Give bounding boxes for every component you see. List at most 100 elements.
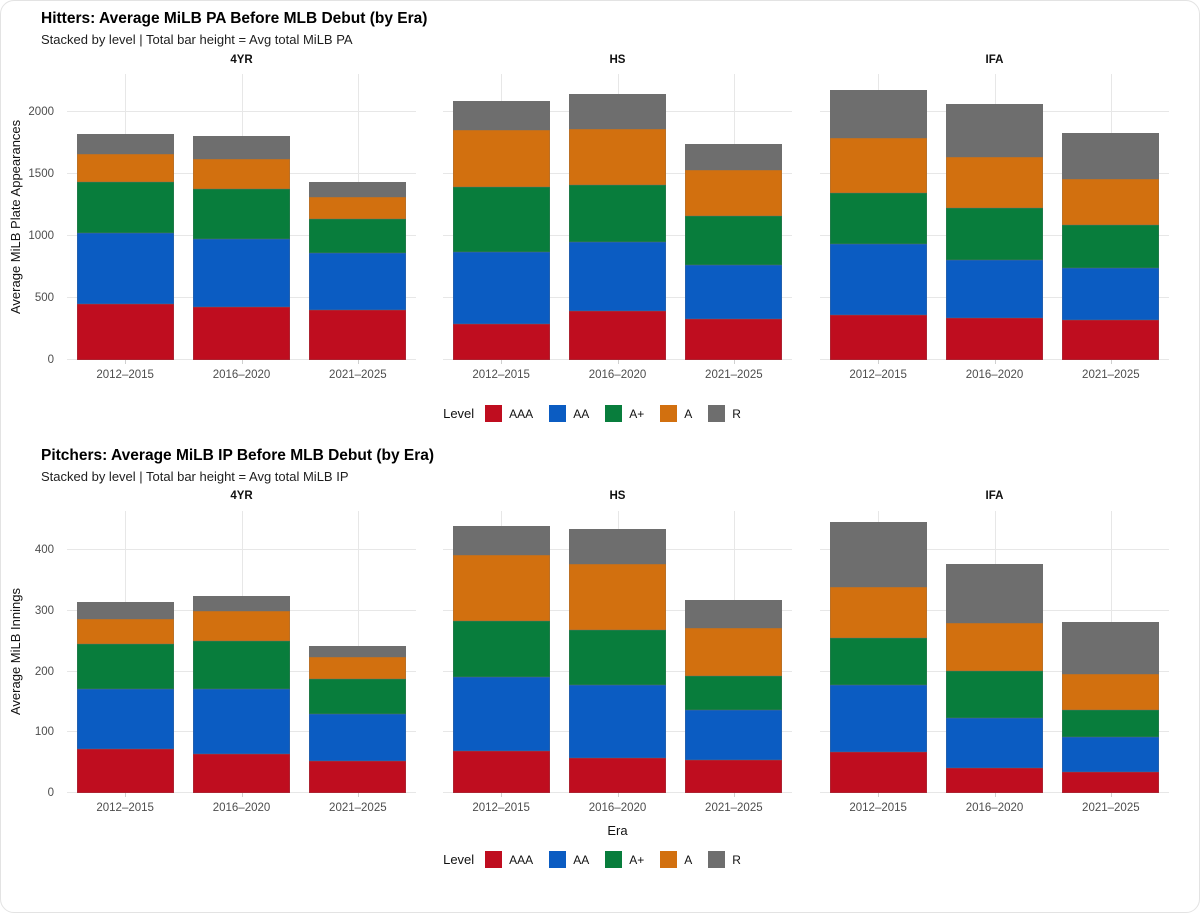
bar-segment-AA — [452, 676, 550, 751]
legend-entry-label: AA — [573, 852, 590, 867]
legend-entry-label: A — [684, 406, 693, 421]
bar-segment-AAA — [193, 306, 290, 360]
bar-segment-AAA — [946, 768, 1043, 793]
bar-segment-A — [193, 158, 290, 189]
bar-segment-A+ — [1062, 709, 1160, 737]
bar-segment-AAA — [569, 311, 666, 360]
bar-segment-A — [309, 657, 407, 679]
legend-key-AAA — [485, 851, 503, 868]
bar-segment-A — [829, 586, 927, 639]
x-tick-mark — [357, 793, 359, 797]
legend-entry-label: AAA — [509, 406, 534, 421]
bar-segment-A+ — [569, 184, 666, 242]
legend-key-A+ — [605, 405, 623, 422]
legend-entry-label: AA — [573, 406, 590, 421]
bar-segment-R — [76, 601, 174, 619]
legend-key-R — [708, 405, 726, 422]
bar-segment-AA — [946, 717, 1043, 769]
bar-segment-AA — [193, 238, 290, 307]
x-tick-label: 2021–2025 — [1082, 802, 1140, 814]
x-tick-mark — [994, 360, 996, 364]
bar-segment-A — [569, 563, 666, 630]
x-tick-mark — [994, 793, 996, 797]
x-axis-title-era: Era — [607, 823, 628, 838]
pitchers-legend: Level AAA AA A+ A R — [1, 851, 1199, 868]
bar-segment-A+ — [309, 679, 407, 714]
bar-segment-A+ — [193, 641, 290, 689]
bar-segment-A — [1062, 179, 1160, 226]
bar-segment-AAA — [685, 759, 783, 793]
x-tick-mark — [125, 793, 127, 797]
bar-segment-AAA — [685, 318, 783, 360]
bar-segment-A+ — [76, 644, 174, 690]
legend-key-R — [708, 851, 726, 868]
bar-segment-AAA — [829, 752, 927, 793]
hitters-legend: Level AAA AA A+ A R — [1, 405, 1199, 422]
h-gridline — [443, 173, 792, 175]
y-tick-label: 0 — [47, 354, 54, 366]
x-tick-mark — [1110, 793, 1112, 797]
h-gridline — [820, 610, 1169, 612]
h-gridline — [443, 610, 792, 612]
x-tick-label: 2021–2025 — [705, 802, 763, 814]
v-gridline — [994, 74, 996, 360]
v-gridline — [878, 74, 880, 360]
bar-segment-AAA — [946, 317, 1043, 360]
bar-segment-AA — [569, 685, 666, 758]
bar-segment-A — [1062, 673, 1160, 710]
hitters-facet-panel-hs: 2012–2015 2016–2020 2021–2025 — [443, 74, 792, 381]
x-tick-label: 2012–2015 — [472, 802, 530, 814]
h-gridline — [820, 670, 1169, 672]
y-tick-label: 0 — [47, 787, 54, 799]
bar-segment-A+ — [1062, 225, 1160, 268]
bar-segment-A+ — [946, 671, 1043, 718]
v-gridline — [125, 511, 127, 793]
bar-segment-R — [946, 103, 1043, 157]
bar-segment-AA — [76, 233, 174, 304]
hitters-facet-panel-4yr: 2012–2015 2016–2020 2021–2025 — [67, 74, 416, 381]
x-tick-label: 2016–2020 — [212, 802, 271, 814]
h-gridline — [820, 549, 1169, 551]
h-gridline — [67, 731, 416, 733]
v-gridline — [125, 74, 127, 360]
v-gridline — [1110, 511, 1112, 793]
h-gridline — [820, 359, 1169, 360]
v-gridline — [617, 511, 619, 793]
legend-key-A — [660, 405, 678, 422]
h-gridline — [67, 359, 416, 360]
bar-segment-AAA — [309, 310, 407, 360]
v-gridline — [357, 74, 359, 360]
h-gridline — [67, 792, 416, 793]
bar-segment-R — [569, 529, 666, 564]
bar-segment-R — [193, 135, 290, 159]
h-gridline — [820, 111, 1169, 113]
bar-segment-AAA — [452, 750, 550, 793]
bar-segment-A — [569, 129, 666, 185]
bar-segment-R — [1062, 133, 1160, 180]
bar-segment-AAA — [829, 315, 927, 360]
y-tick-label: 300 — [34, 605, 54, 618]
v-gridline — [617, 74, 619, 360]
bar-segment-A — [452, 129, 550, 188]
hitters-subtitle: Stacked by level | Total bar height = Av… — [41, 32, 353, 47]
bar-segment-A+ — [452, 187, 550, 252]
bar-segment-R — [452, 101, 550, 130]
x-tick-label: 2016–2020 — [588, 369, 647, 381]
y-tick-label: 100 — [34, 726, 54, 739]
bar-segment-AA — [309, 713, 407, 761]
h-gridline — [443, 235, 792, 237]
bar-segment-A — [685, 169, 783, 217]
legend-key-AAA — [485, 405, 503, 422]
x-tick-label: 2012–2015 — [96, 369, 154, 381]
x-tick-label: 2012–2015 — [472, 369, 530, 381]
bar-segment-A+ — [946, 207, 1043, 260]
legend-key-AA — [549, 405, 567, 422]
bar-segment-AA — [452, 251, 550, 325]
legend-key-A+ — [605, 851, 623, 868]
hitters-facet-panel-ifa: 2012–2015 2016–2020 2021–2025 — [820, 74, 1169, 381]
facet-strip-ifa: IFA — [985, 490, 1004, 502]
bar-segment-A — [193, 611, 290, 642]
x-tick-mark — [878, 793, 880, 797]
pitchers-facet-panel-ifa: 2012–2015 2016–2020 2021–2025 — [820, 511, 1169, 814]
